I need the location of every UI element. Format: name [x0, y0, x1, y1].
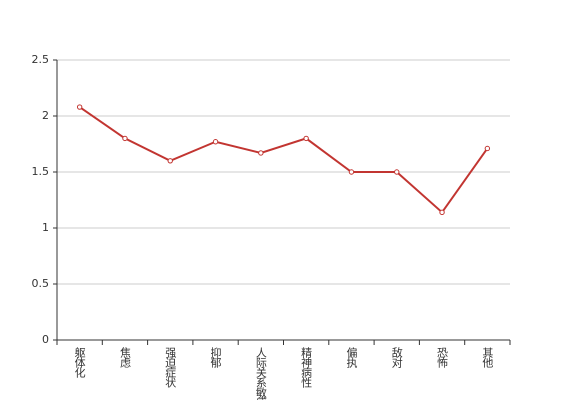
point: [303, 135, 309, 142]
point: [439, 209, 445, 216]
point: [348, 169, 355, 175]
x-tick-label: 焦虑: [118, 347, 131, 368]
point: [258, 150, 264, 156]
line: [79, 106, 489, 214]
x-tick-label: 强迫症状: [164, 347, 177, 388]
x-tick-label: 其他: [481, 347, 494, 368]
point: [212, 139, 219, 145]
y-tick-label: 0.5: [32, 277, 50, 290]
y-tick-label: 2.5: [32, 53, 50, 66]
x-tick-label: 偏执: [345, 346, 358, 369]
point: [76, 104, 83, 110]
point: [167, 158, 173, 164]
x-tick-label: 精神病性: [300, 347, 313, 389]
y-tick-label: 1: [42, 221, 49, 234]
point: [122, 135, 128, 142]
point: [394, 169, 400, 175]
x-tick-label: 敌对: [390, 346, 403, 368]
y-tick-label: 0: [42, 333, 49, 346]
x-tick-label: 人际关系敏感: [254, 347, 267, 400]
x-tick-label: 恐怖: [436, 347, 449, 368]
point: [484, 145, 491, 152]
x-tick-label: 躯体化: [73, 347, 86, 379]
y-tick-label: 2: [42, 109, 49, 122]
x-tick-label: 抑郁: [209, 346, 222, 368]
y-tick-label: 1.5: [32, 165, 50, 178]
